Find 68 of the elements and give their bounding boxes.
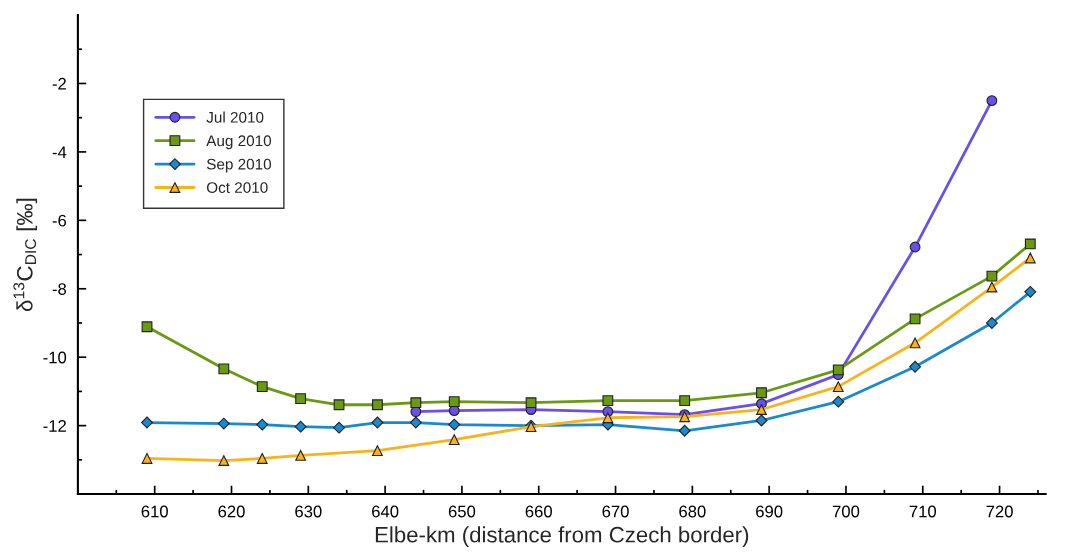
point xyxy=(525,397,537,409)
x-tick-label: 630 xyxy=(295,505,322,518)
point xyxy=(755,414,768,427)
y-tick-label: -12 xyxy=(43,420,66,432)
point xyxy=(141,416,153,429)
x-tick-label: 650 xyxy=(448,505,476,518)
point xyxy=(832,381,844,393)
point xyxy=(371,416,384,429)
point xyxy=(295,393,307,405)
point xyxy=(256,381,268,393)
point xyxy=(986,95,998,106)
point xyxy=(409,416,422,429)
point xyxy=(410,397,422,409)
point xyxy=(141,453,153,464)
x-tick-label: 720 xyxy=(986,505,1013,518)
point xyxy=(909,313,921,325)
point xyxy=(602,395,614,407)
point xyxy=(986,281,998,293)
x-tick-label: 710 xyxy=(909,505,937,518)
point xyxy=(218,363,230,375)
point xyxy=(678,424,691,437)
point xyxy=(756,404,767,415)
point xyxy=(832,395,845,408)
y-tick-label: -10 xyxy=(43,351,67,364)
point xyxy=(909,337,921,349)
point xyxy=(333,399,345,411)
x-tick-label: 670 xyxy=(602,505,629,518)
legend-label: Oct 2010 xyxy=(206,182,268,193)
point xyxy=(333,421,345,434)
y-axis-title: δ$^{13}$C$_{DIC}$ [‰] xyxy=(13,198,38,312)
point xyxy=(756,387,767,399)
x-tick-label: 610 xyxy=(141,505,168,518)
y-tick-label: -2 xyxy=(52,77,66,90)
point xyxy=(985,317,998,329)
point xyxy=(256,418,269,431)
legend-label: Aug 2010 xyxy=(206,135,272,150)
x-tick-label: 620 xyxy=(218,505,245,518)
x-tick-label: 690 xyxy=(756,505,783,518)
point xyxy=(909,360,922,373)
x-tick-label: 660 xyxy=(525,505,552,518)
point xyxy=(1024,252,1036,264)
y-tick-label: -6 xyxy=(52,214,67,227)
y-tick-label: -4 xyxy=(52,146,67,158)
x-tick-label: 700 xyxy=(832,505,860,518)
point xyxy=(448,396,460,408)
point xyxy=(679,395,691,407)
point xyxy=(832,364,844,376)
point xyxy=(218,455,230,466)
point xyxy=(372,445,383,457)
point xyxy=(1024,238,1036,250)
x-tick-label: 640 xyxy=(372,505,399,518)
point xyxy=(294,420,307,433)
point xyxy=(448,418,461,431)
legend-label: Sep 2010 xyxy=(206,158,272,173)
point xyxy=(217,417,230,430)
point xyxy=(1024,285,1037,298)
point xyxy=(295,449,307,461)
point xyxy=(141,321,153,333)
x-axis-title: Elbe-km (distance from Czech border) xyxy=(375,526,749,547)
point xyxy=(448,434,460,446)
legend-label: Jul 2010 xyxy=(206,111,264,123)
point xyxy=(986,270,998,282)
point xyxy=(256,453,268,464)
point xyxy=(372,399,383,411)
point xyxy=(909,241,921,253)
y-tick-label: -8 xyxy=(52,283,67,295)
x-tick-label: 680 xyxy=(679,505,706,518)
point xyxy=(602,412,614,424)
